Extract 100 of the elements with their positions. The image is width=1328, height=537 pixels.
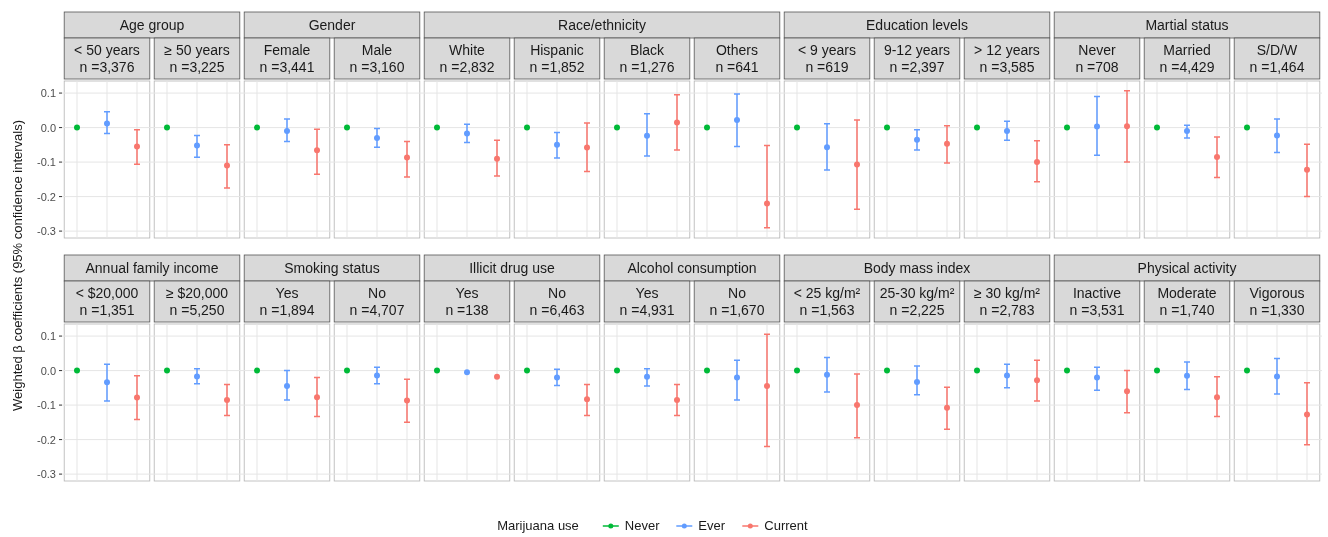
point	[404, 397, 410, 404]
x-tick-label: ≥ 50 years n =3,225	[164, 42, 230, 75]
point	[194, 142, 200, 149]
x-tick-label: Never n =708	[1075, 42, 1119, 75]
point	[824, 371, 830, 378]
x-tick-label: No n =1,670	[709, 285, 765, 318]
x-tick-label: Married n =4,429	[1159, 42, 1215, 75]
x-tick-label: Moderate n =1,740	[1157, 285, 1217, 318]
point	[494, 155, 500, 162]
text: Smoking status	[284, 260, 380, 276]
point	[434, 367, 440, 374]
point	[314, 147, 320, 154]
point	[464, 369, 470, 376]
point	[644, 373, 650, 380]
x-tick-label: No n =4,707	[349, 285, 405, 318]
x-tick-label: 25-30 kg/m² n =2,225	[879, 285, 955, 318]
legend-label: Never	[624, 518, 661, 533]
point	[944, 404, 950, 411]
point	[344, 124, 350, 131]
point	[434, 124, 440, 131]
point	[974, 124, 980, 131]
point	[674, 119, 680, 126]
x-tick-label: 9-12 years n =2,397	[883, 42, 951, 75]
y-tick-label: -0.3	[37, 468, 56, 481]
point	[374, 134, 380, 141]
point	[284, 383, 290, 390]
x-tick-label: < 50 years n =3,376	[74, 42, 140, 75]
point	[1094, 374, 1100, 381]
point	[494, 373, 500, 380]
x-tick-label: > 12 years n =3,585	[974, 42, 1040, 75]
point	[374, 372, 380, 379]
point	[224, 162, 230, 169]
point	[824, 144, 830, 151]
point	[194, 373, 200, 380]
point	[1034, 159, 1040, 166]
text: Race/ethnicity	[558, 17, 646, 33]
point	[1124, 388, 1130, 395]
point	[644, 132, 650, 139]
point	[944, 140, 950, 147]
point	[164, 124, 170, 131]
x-tick-label: Others n =641	[715, 42, 759, 75]
x-tick-label: Hispanic n =1,852	[529, 42, 585, 75]
point	[1184, 128, 1190, 135]
y-tick-label: -0.1	[37, 156, 56, 169]
x-tick-label: Vigorous n =1,330	[1249, 285, 1305, 318]
x-tick-label: White n =2,832	[439, 42, 495, 75]
point	[1214, 153, 1220, 160]
point	[914, 136, 920, 143]
text: Illicit drug use	[469, 260, 556, 276]
point	[884, 124, 890, 131]
point	[1244, 367, 1250, 374]
point	[1304, 166, 1310, 173]
y-tick-label: 0.1	[40, 330, 56, 343]
point	[584, 396, 590, 403]
point	[524, 367, 530, 374]
point	[614, 367, 620, 374]
point	[1184, 372, 1190, 379]
x-tick-label: Female n =3,441	[259, 42, 315, 75]
y-tick-label: -0.2	[37, 433, 56, 446]
point	[734, 116, 740, 123]
x-tick-label: < 25 kg/m² n =1,563	[793, 285, 861, 318]
x-tick-label: S/D/W n =1,464	[1249, 42, 1305, 75]
text: Body mass index	[863, 260, 971, 276]
point	[854, 161, 860, 168]
text: Education levels	[866, 17, 968, 33]
point	[1154, 367, 1160, 374]
text: Gender	[308, 17, 356, 33]
text: Age group	[119, 17, 185, 33]
point	[764, 200, 770, 207]
point	[134, 394, 140, 401]
point	[854, 402, 860, 409]
x-tick-label: No n =6,463	[529, 285, 585, 318]
x-tick-label: Black n =1,276	[619, 42, 675, 75]
point	[404, 154, 410, 161]
point	[734, 374, 740, 381]
text: Martial status	[1145, 17, 1229, 33]
x-tick-label: ≥ 30 kg/m² n =2,783	[973, 285, 1041, 318]
point	[134, 143, 140, 150]
point	[224, 396, 230, 403]
point	[344, 367, 350, 374]
x-tick-label: Yes n =4,931	[619, 285, 675, 318]
point	[914, 378, 920, 385]
point	[254, 124, 260, 131]
point	[104, 120, 110, 127]
point	[554, 374, 560, 381]
text: Physical activity	[1137, 260, 1237, 276]
point	[704, 367, 710, 374]
point	[164, 367, 170, 374]
point	[1154, 124, 1160, 131]
point	[254, 367, 260, 374]
legend-title: Marijuana use	[497, 518, 579, 533]
point	[1034, 377, 1040, 384]
point	[584, 144, 590, 151]
y-tick-label: -0.1	[37, 399, 56, 412]
point	[674, 396, 680, 403]
point	[974, 367, 980, 374]
legend-label: Ever	[698, 518, 726, 533]
legend-label: Current	[764, 518, 809, 533]
point	[1064, 124, 1070, 131]
point	[1214, 394, 1220, 401]
